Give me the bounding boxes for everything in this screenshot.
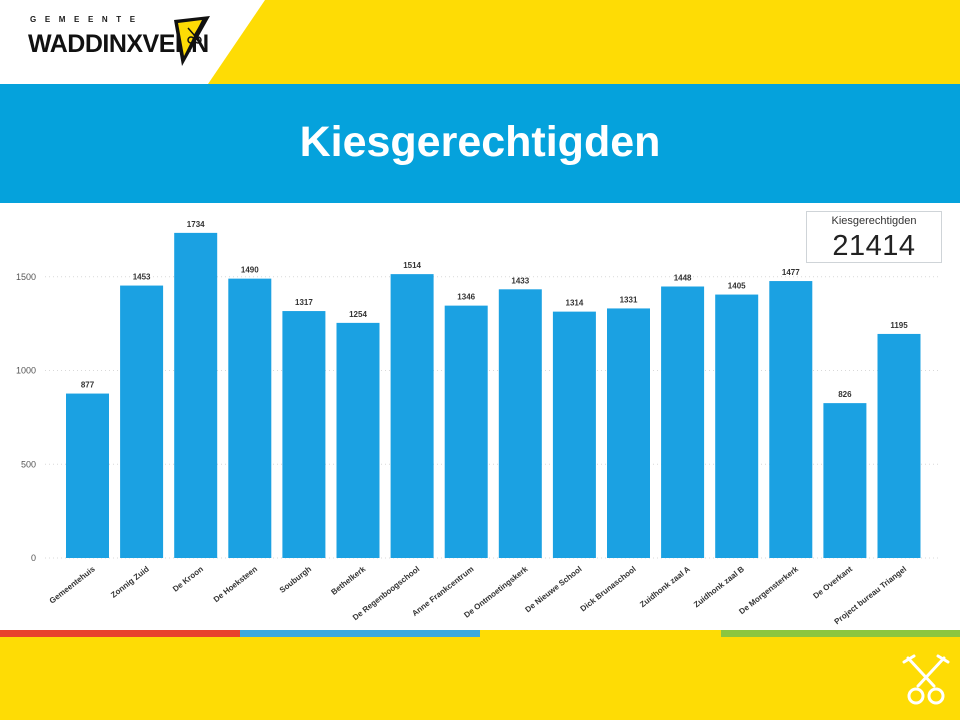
footer-stripe-red: [0, 630, 240, 637]
x-tick-label: Zonnig Zuid: [109, 564, 151, 599]
bar-zonnig-zuid: [120, 285, 164, 558]
x-tick-label: Gemeentehuis: [48, 564, 97, 605]
bar-de-hoeksteen: [228, 278, 272, 558]
crossed-keys-icon: [174, 16, 210, 66]
bar-de-nieuwe-school: [552, 311, 596, 558]
data-label: 877: [81, 381, 95, 390]
data-label: 1490: [241, 266, 259, 275]
kpi-value: 21414: [832, 230, 916, 262]
x-tick-label: De Hoeksteen: [212, 564, 259, 604]
x-tick-label: De Overkant: [811, 564, 854, 600]
data-label: 1734: [187, 220, 205, 229]
data-label: 1314: [566, 299, 584, 308]
bar-dick-brunaschool: [607, 308, 650, 558]
data-label: 1477: [782, 268, 800, 277]
chart-container: 0 500 1000 1500 877 1453 1734 1490 1317 1254 1514…: [0, 203, 960, 628]
bar-bethelkerk: [336, 322, 380, 558]
chart-value-labels: 877 1453 1734 1490 1317 1254 1514 1346 1433 1314 1…: [81, 220, 908, 399]
bar-project-bureau-triangel: [877, 333, 921, 558]
data-label: 1317: [295, 298, 313, 307]
bar-de-overkant: [823, 403, 867, 558]
data-label: 1195: [890, 321, 908, 330]
y-axis-tick-labels: 0 500 1000 1500: [16, 272, 36, 563]
y-tick-label: 1000: [16, 366, 36, 376]
bar-de-regenboogschool: [390, 274, 434, 558]
y-tick-label: 1500: [16, 272, 36, 282]
chart-bars: [66, 232, 921, 558]
x-tick-label: De Nieuwe School: [523, 564, 583, 614]
footer-background: [0, 637, 960, 720]
title-band: [0, 84, 960, 203]
bar-anne-frankcentrum: [444, 305, 488, 558]
x-tick-label: De Morgensterkerk: [737, 564, 800, 616]
footer-stripe-yellow: [480, 630, 721, 637]
x-tick-label: Zuidhonk zaal A: [638, 564, 692, 609]
bar-gemeentehuis: [66, 393, 109, 558]
x-tick-label: De Kroon: [171, 564, 205, 593]
footer-stripe-green: [721, 630, 960, 637]
data-label: 1331: [620, 295, 638, 304]
bar-de-kroon: [174, 232, 218, 558]
data-label: 1433: [511, 276, 529, 285]
data-label: 1346: [457, 293, 475, 302]
bar-de-morgensterkerk: [769, 281, 813, 558]
y-tick-label: 500: [21, 459, 36, 469]
data-label: 1405: [728, 282, 746, 291]
y-tick-label: 0: [31, 553, 36, 563]
data-label: 1254: [349, 310, 367, 319]
x-tick-label: Dick Brunaschool: [579, 564, 638, 613]
x-tick-label: Souburgh: [278, 564, 313, 594]
bar-zuidhonk-zaal-b: [715, 294, 759, 558]
bar-de-ontmoetingskerk: [498, 289, 542, 558]
footer-stripe-blue: [240, 630, 480, 637]
bar-souburgh: [282, 311, 326, 558]
data-label: 1453: [133, 273, 151, 282]
crossed-keys-icon: [902, 654, 950, 705]
data-label: 1448: [674, 274, 692, 283]
bar-zuidhonk-zaal-a: [661, 286, 705, 558]
kpi-label: Kiesgerechtigden: [831, 215, 917, 227]
kpi-card: Kiesgerechtigden 21414: [806, 211, 942, 263]
page-title: Kiesgerechtigden: [299, 118, 661, 166]
bar-chart: 0 500 1000 1500 877 1453 1734 1490 1317 1254 1514…: [16, 220, 940, 626]
logo-municipality-label: GEMEENTE: [30, 15, 144, 24]
data-label: 1514: [403, 261, 421, 270]
data-label: 826: [838, 390, 852, 399]
x-tick-label: Zuidhonk zaal B: [692, 564, 746, 609]
chart-category-labels: Gemeentehuis Zonnig Zuid De Kroon De Hoekst…: [48, 564, 908, 626]
x-tick-label: Bethelkerk: [329, 564, 367, 597]
